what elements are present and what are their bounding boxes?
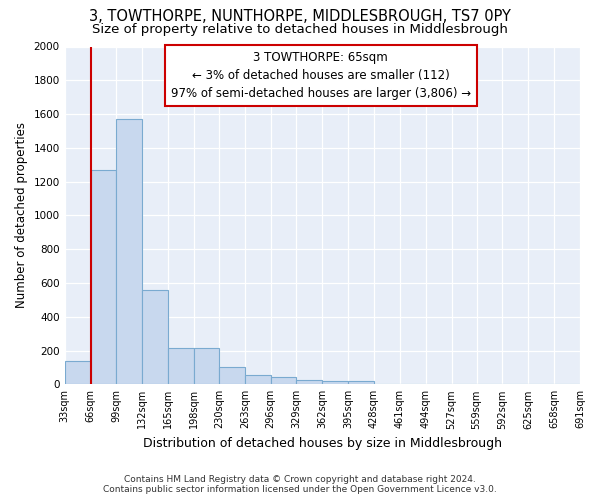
Bar bbox=[348, 381, 374, 384]
Bar bbox=[296, 380, 322, 384]
X-axis label: Distribution of detached houses by size in Middlesbrough: Distribution of detached houses by size … bbox=[143, 437, 502, 450]
Bar bbox=[219, 368, 245, 384]
Bar bbox=[116, 119, 142, 384]
Text: Size of property relative to detached houses in Middlesbrough: Size of property relative to detached ho… bbox=[92, 22, 508, 36]
Bar bbox=[91, 170, 116, 384]
Bar bbox=[65, 360, 91, 384]
Y-axis label: Number of detached properties: Number of detached properties bbox=[15, 122, 28, 308]
Bar bbox=[168, 348, 194, 385]
Text: 3 TOWTHORPE: 65sqm
← 3% of detached houses are smaller (112)
97% of semi-detache: 3 TOWTHORPE: 65sqm ← 3% of detached hous… bbox=[171, 50, 471, 100]
Bar bbox=[142, 290, 168, 384]
Bar bbox=[245, 375, 271, 384]
Bar bbox=[194, 348, 219, 385]
Bar bbox=[322, 381, 348, 384]
Text: 3, TOWTHORPE, NUNTHORPE, MIDDLESBROUGH, TS7 0PY: 3, TOWTHORPE, NUNTHORPE, MIDDLESBROUGH, … bbox=[89, 9, 511, 24]
Text: Contains HM Land Registry data © Crown copyright and database right 2024.
Contai: Contains HM Land Registry data © Crown c… bbox=[103, 474, 497, 494]
Bar bbox=[271, 376, 296, 384]
